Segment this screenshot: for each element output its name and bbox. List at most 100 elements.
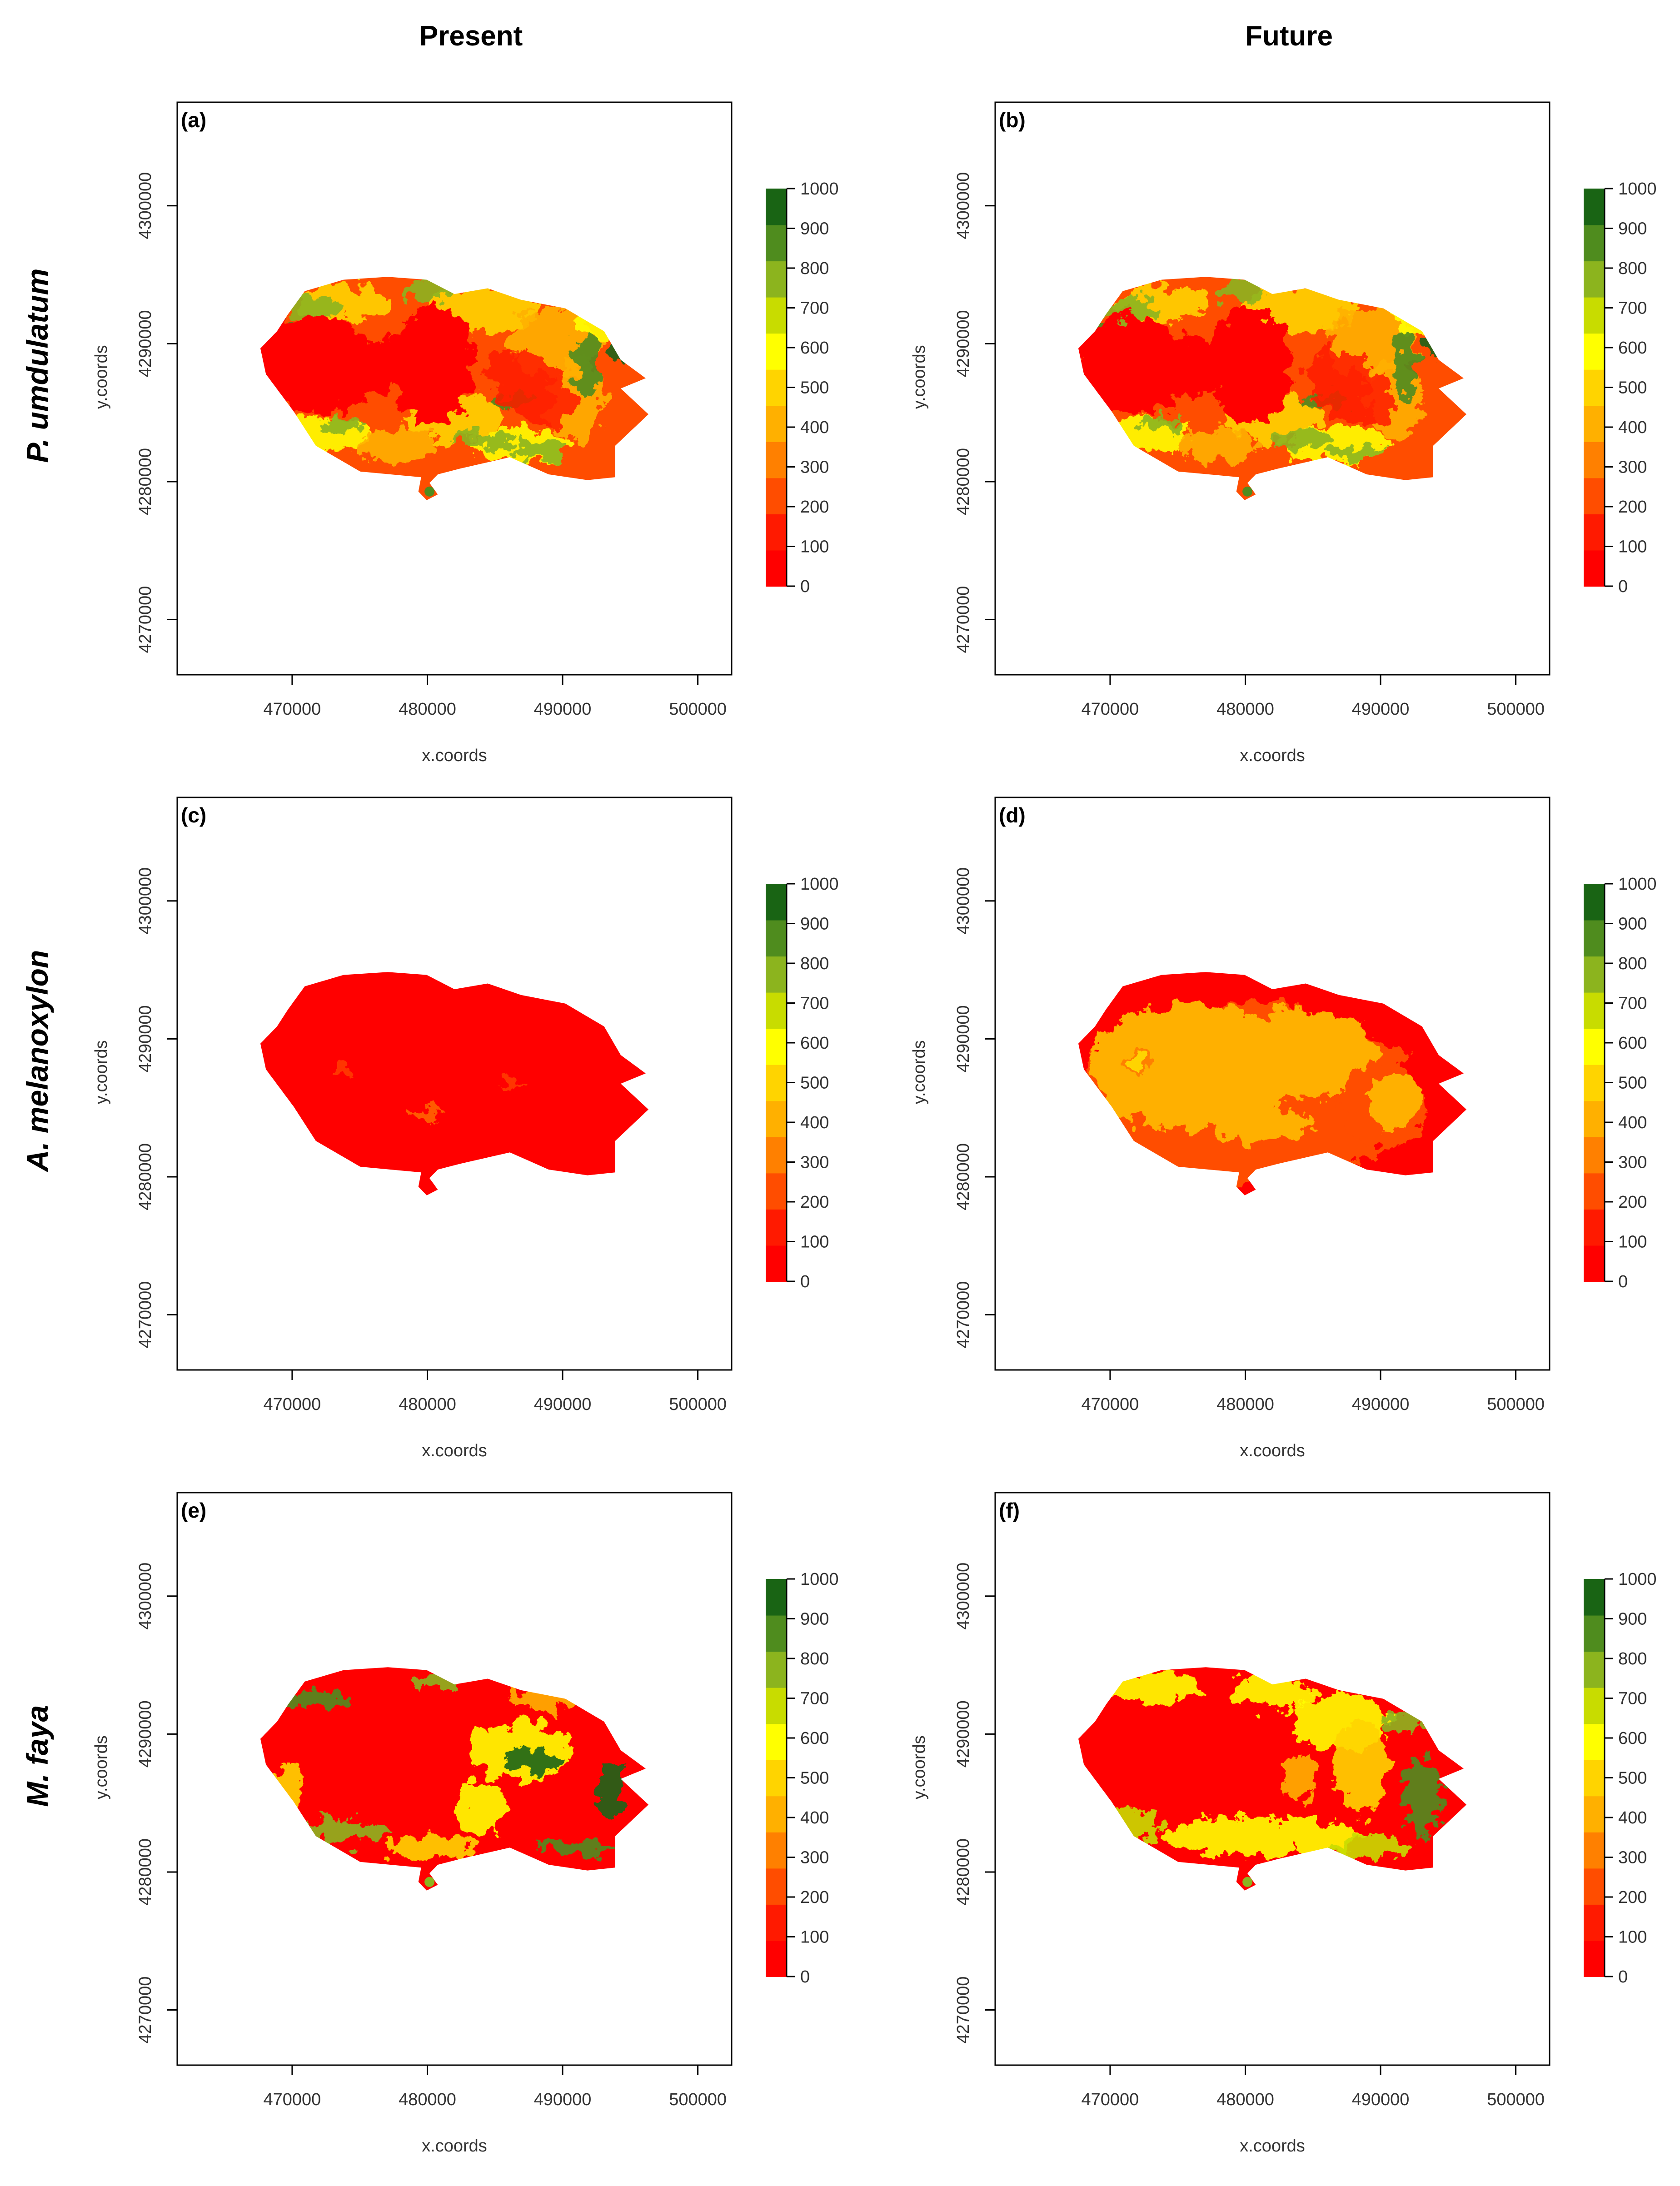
row-title-species: M. faya	[20, 1705, 54, 1807]
y-axis-label: y.coords	[910, 345, 929, 409]
islet	[1242, 1877, 1253, 1887]
legend-tick-label: 500	[1618, 1074, 1647, 1093]
legend-tick-label: 200	[800, 1193, 829, 1212]
legend-tick-label: 800	[800, 954, 829, 973]
x-tick-label: 480000	[399, 2090, 456, 2109]
y-tick-label: 4300000	[136, 867, 155, 935]
map-panel-c: (c) 470000 480000 490000 500000 x.coords 42700…	[92, 797, 839, 1460]
legend-swatch	[766, 1651, 787, 1688]
legend-tick-label: 800	[800, 259, 829, 278]
x-axis-label: x.coords	[422, 2136, 487, 2156]
column-title-future: Future	[1245, 20, 1333, 52]
legend-swatch	[766, 1209, 787, 1246]
y-tick-label: 4270000	[954, 1281, 973, 1349]
x-axis-label: x.coords	[422, 746, 487, 765]
legend-swatch	[1584, 1651, 1605, 1688]
legend-tick-label: 700	[1618, 994, 1647, 1013]
y-tick-label: 4290000	[136, 1700, 155, 1768]
legend-tick-label: 700	[800, 1689, 829, 1708]
legend-swatch	[1584, 1100, 1605, 1137]
legend-swatch	[766, 920, 787, 957]
legend-tick-label: 100	[1618, 538, 1647, 557]
legend-tick-label: 300	[1618, 1153, 1647, 1172]
legend-swatch	[1584, 297, 1605, 334]
legend-swatch	[766, 224, 787, 262]
legend-swatch	[1584, 1173, 1605, 1210]
legend-swatch	[1584, 1940, 1605, 1977]
legend-swatch	[766, 1615, 787, 1652]
legend-tick-label: 900	[1618, 915, 1647, 934]
x-tick-label: 470000	[1082, 1395, 1139, 1414]
legend-swatch	[1584, 1615, 1605, 1652]
y-axis-label: y.coords	[92, 345, 111, 409]
x-tick-label: 500000	[1487, 700, 1545, 719]
legend-swatch	[1584, 1796, 1605, 1832]
legend-swatch	[766, 369, 787, 406]
legend-tick-label: 0	[800, 577, 810, 596]
legend-swatch	[1584, 1245, 1605, 1282]
legend-tick-label: 400	[1618, 418, 1647, 437]
legend-tick-label: 0	[800, 1967, 810, 1987]
legend-tick-label: 300	[1618, 458, 1647, 477]
legend-tick-label: 500	[1618, 1769, 1647, 1788]
islet	[424, 1181, 435, 1192]
legend-swatch	[1584, 1759, 1605, 1797]
legend-tick-label: 100	[800, 1233, 829, 1252]
legend-tick-label: 1000	[800, 875, 839, 894]
x-axis-label: x.coords	[1240, 2136, 1305, 2156]
legend-tick-label: 400	[1618, 1808, 1647, 1827]
legend-swatch	[766, 1940, 787, 1977]
panel-label: (a)	[181, 108, 206, 132]
row-title-species: A. melanoxylon	[20, 950, 54, 1173]
x-tick-label: 500000	[669, 700, 727, 719]
legend-tick-label: 500	[800, 378, 829, 398]
legend-tick-label: 0	[1618, 1272, 1628, 1291]
x-tick-label: 490000	[534, 2090, 592, 2109]
panel-label: (b)	[999, 108, 1026, 132]
legend-swatch	[1584, 992, 1605, 1029]
row-title-species: P. umdulatum	[20, 269, 54, 463]
y-tick-label: 4300000	[954, 172, 973, 239]
legend-tick-label: 200	[1618, 1193, 1647, 1212]
legend-swatch	[766, 405, 787, 442]
x-tick-label: 500000	[1487, 2090, 1545, 2109]
legend-tick-label: 400	[800, 1113, 829, 1132]
legend-swatch	[1584, 550, 1605, 587]
legend-swatch	[766, 1796, 787, 1832]
x-tick-label: 500000	[669, 2090, 727, 2109]
islet	[1242, 486, 1253, 497]
x-axis-label: x.coords	[1240, 1441, 1305, 1460]
legend-swatch	[1584, 441, 1605, 478]
legend-swatch	[766, 1832, 787, 1869]
y-tick-label: 4290000	[136, 1005, 155, 1072]
legend-swatch	[766, 1868, 787, 1905]
legend-swatch	[766, 189, 787, 225]
y-tick-label: 4280000	[136, 1838, 155, 1906]
x-tick-label: 470000	[264, 2090, 321, 2109]
legend-swatch	[1584, 189, 1605, 225]
legend-swatch	[766, 441, 787, 478]
y-tick-label: 4290000	[136, 310, 155, 377]
legend-swatch	[766, 1759, 787, 1797]
legend-swatch	[766, 1245, 787, 1282]
legend-tick-label: 800	[800, 1649, 829, 1668]
legend-tick-label: 100	[1618, 1233, 1647, 1252]
x-tick-label: 480000	[399, 700, 456, 719]
legend-swatch	[1584, 1064, 1605, 1101]
legend-swatch	[766, 513, 787, 551]
legend-tick-label: 300	[1618, 1848, 1647, 1867]
legend-tick-label: 600	[800, 1729, 829, 1748]
legend-tick-label: 200	[800, 498, 829, 517]
legend-swatch	[766, 1136, 787, 1174]
legend-tick-label: 0	[1618, 577, 1628, 596]
panel-label: (f)	[999, 1499, 1020, 1522]
legend-swatch	[1584, 405, 1605, 442]
legend-swatch	[766, 992, 787, 1029]
legend-tick-label: 900	[800, 219, 829, 239]
legend-tick-label: 400	[1618, 1113, 1647, 1132]
y-axis-label: y.coords	[910, 1040, 929, 1104]
legend-tick-label: 700	[800, 299, 829, 318]
map-panel-e: (e) 470000 480000 490000 500000 x.coords 42700…	[92, 1492, 839, 2156]
x-tick-label: 470000	[1082, 2090, 1139, 2109]
